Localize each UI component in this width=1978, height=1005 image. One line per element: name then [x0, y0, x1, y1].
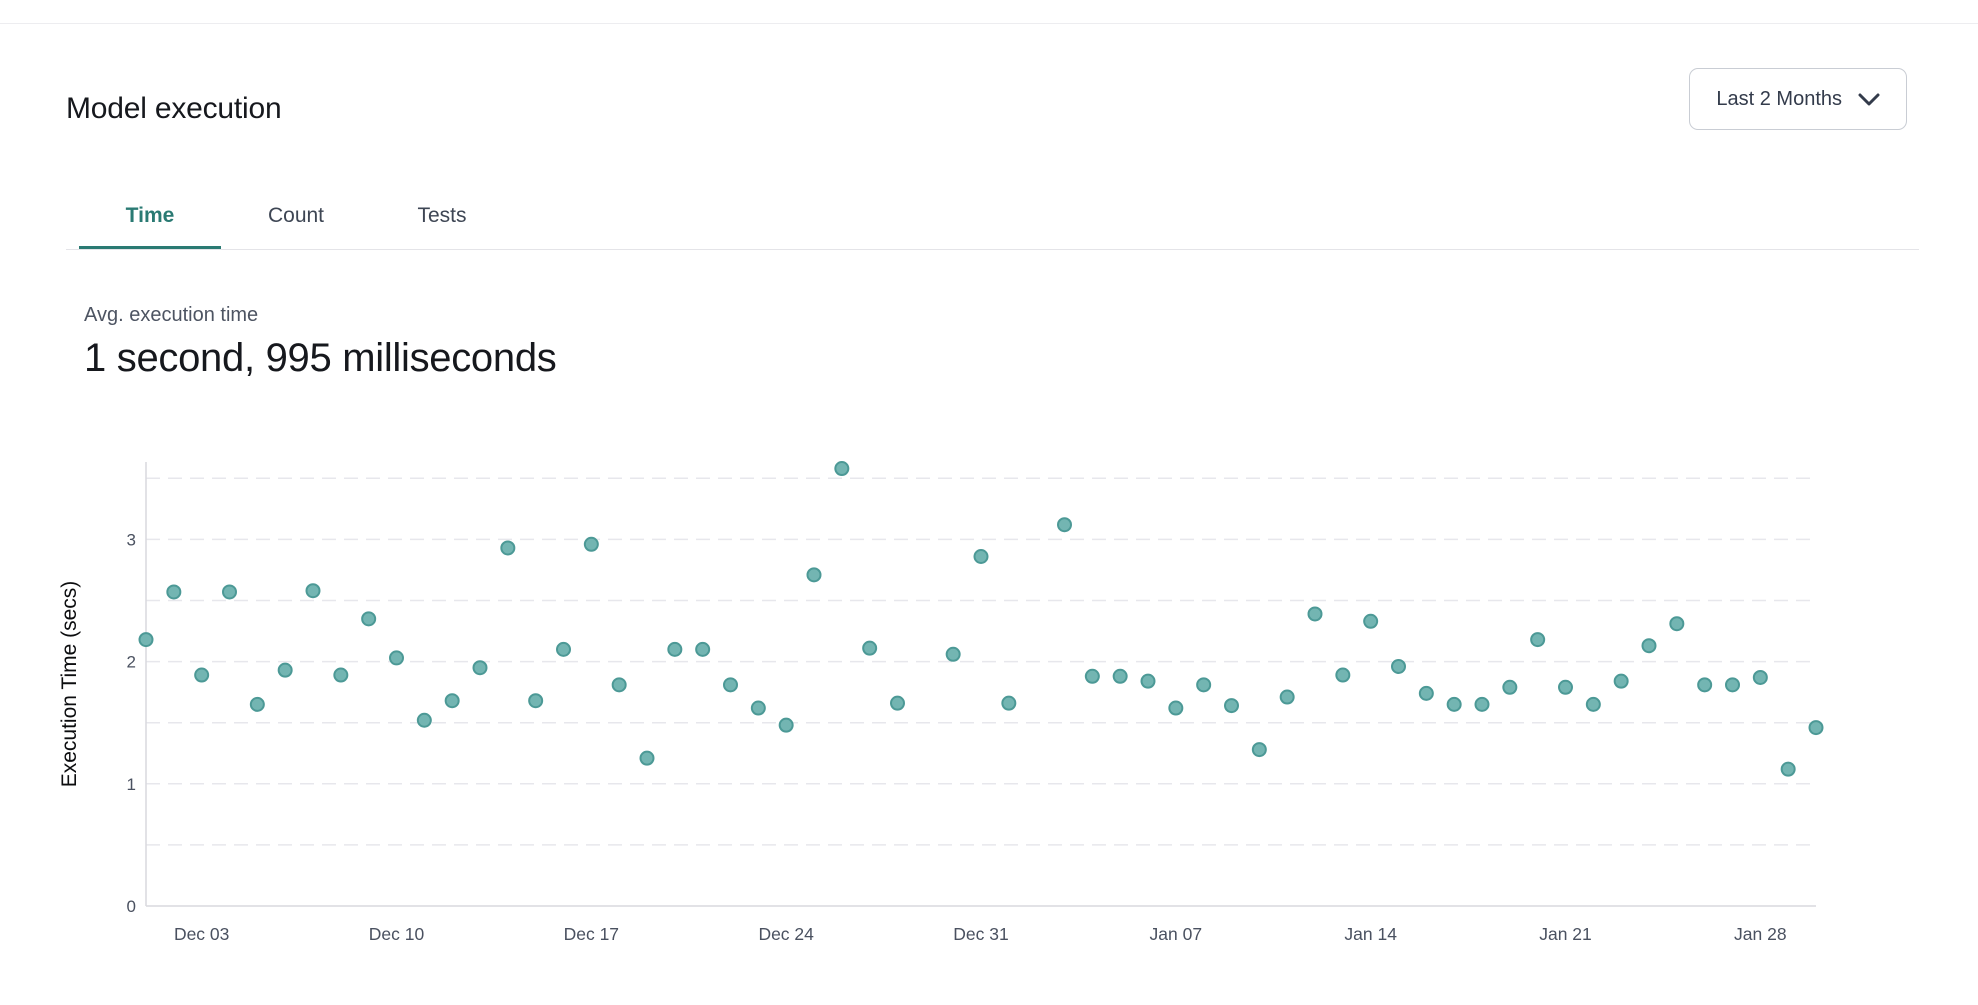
x-tick-label: Jan 07 [1150, 924, 1203, 944]
execution-scatter-point[interactable] [1001, 695, 1017, 711]
execution-scatter-point[interactable] [639, 750, 655, 766]
execution-scatter-point[interactable] [416, 712, 432, 728]
execution-scatter-point[interactable] [1558, 679, 1573, 695]
execution-scatter-point[interactable] [1669, 616, 1685, 632]
execution-scatter-point[interactable] [1251, 742, 1267, 758]
execution-scatter-point[interactable] [166, 584, 182, 600]
execution-scatter-point[interactable] [1446, 696, 1462, 712]
chevron-down-icon [1858, 93, 1880, 106]
tab-count[interactable]: Count [267, 204, 325, 227]
execution-scatter-point[interactable] [1224, 698, 1239, 714]
execution-scatter-point[interactable] [1084, 668, 1100, 684]
execution-scatter-point[interactable] [1391, 658, 1406, 674]
x-tick-label: Dec 17 [564, 924, 619, 944]
execution-scatter-point[interactable] [806, 567, 822, 583]
stat-label: Avg. execution time [84, 304, 259, 326]
execution-scatter-point[interactable] [556, 641, 571, 657]
execution-scatter-point[interactable] [1808, 720, 1824, 736]
execution-scatter-point[interactable] [472, 660, 488, 676]
x-tick-label: Dec 31 [953, 924, 1008, 944]
execution-scatter-point[interactable] [1112, 668, 1128, 684]
execution-scatter-point[interactable] [1641, 638, 1657, 654]
execution-scatter-point[interactable] [1335, 667, 1351, 683]
execution-scatter-point[interactable] [528, 693, 544, 709]
execution-scatter-point[interactable] [723, 677, 738, 693]
execution-scatter-point[interactable] [890, 695, 905, 711]
execution-scatter-point[interactable] [444, 693, 460, 709]
execution-scatter-point[interactable] [1168, 700, 1184, 716]
execution-scatter-point[interactable] [1530, 632, 1546, 648]
y-tick-label: 2 [127, 653, 136, 672]
execution-scatter-point[interactable] [305, 583, 321, 599]
execution-scatter-point[interactable] [389, 650, 404, 666]
stat-value: 1 second, 995 milliseconds [84, 336, 557, 380]
execution-scatter-point[interactable] [834, 461, 850, 477]
execution-scatter-point[interactable] [1196, 677, 1212, 693]
execution-scatter-point[interactable] [1725, 677, 1740, 693]
execution-scatter-point[interactable] [1585, 696, 1601, 712]
execution-scatter-point[interactable] [667, 641, 683, 657]
execution-scatter-point[interactable] [500, 540, 516, 556]
date-range-dropdown[interactable]: Last 2 Months [1689, 68, 1907, 130]
execution-scatter-point[interactable] [695, 641, 711, 657]
top-divider [0, 23, 1978, 24]
y-tick-label: 0 [127, 897, 136, 916]
y-tick-label: 1 [127, 775, 136, 794]
execution-scatter-point[interactable] [1363, 613, 1379, 629]
execution-scatter-point[interactable] [1502, 679, 1518, 695]
execution-scatter-point[interactable] [1780, 761, 1796, 777]
execution-scatter-point[interactable] [249, 696, 265, 712]
page-title: Model execution [66, 92, 282, 126]
execution-scatter-point[interactable] [333, 667, 349, 683]
execution-scatter-point[interactable] [778, 717, 794, 733]
y-tick-label: 3 [127, 530, 136, 549]
x-tick-label: Dec 10 [369, 924, 425, 944]
date-range-label: Last 2 Months [1716, 87, 1842, 110]
x-tick-label: Dec 24 [758, 924, 814, 944]
execution-scatter-point[interactable] [973, 549, 989, 565]
execution-scatter-point[interactable] [1752, 669, 1768, 685]
execution-scatter-point[interactable] [222, 584, 237, 600]
execution-scatter-point[interactable] [138, 632, 154, 648]
execution-scatter-point[interactable] [1474, 696, 1490, 712]
x-tick-label: Dec 03 [174, 924, 229, 944]
execution-scatter-point[interactable] [1418, 685, 1434, 701]
execution-scatter-point[interactable] [1279, 689, 1295, 705]
x-tick-label: Jan 28 [1734, 924, 1787, 944]
scatter-plot-canvas: 0 1 2 3 Dec 03 Dec 10 Dec 17 Dec 24 Dec 31 Jan 07… [58, 461, 1824, 944]
execution-scatter-point[interactable] [1613, 673, 1629, 689]
execution-scatter-point[interactable] [750, 700, 766, 716]
execution-scatter-point[interactable] [277, 662, 293, 678]
x-tick-label: Jan 14 [1344, 924, 1397, 944]
execution-scatter-point[interactable] [1057, 517, 1072, 533]
execution-scatter-point[interactable] [1697, 677, 1713, 693]
execution-scatter-point[interactable] [1307, 606, 1323, 622]
execution-scatter-point[interactable] [583, 536, 599, 552]
execution-scatter-point[interactable] [1140, 673, 1156, 689]
avg-execution-stat: Avg. execution time 1 second, 995 millis… [84, 304, 557, 380]
execution-scatter-point[interactable] [862, 640, 878, 656]
execution-time-chart: 0 1 2 3 Dec 03 Dec 10 Dec 17 Dec 24 Dec 31 Jan 07… [0, 430, 1978, 1000]
tab-time[interactable]: Time [79, 186, 221, 249]
execution-scatter-point[interactable] [194, 667, 210, 683]
tab-bar: Time Count Tests [66, 186, 1919, 250]
execution-scatter-point[interactable] [361, 611, 377, 627]
y-axis-title: Execution Time (secs) [58, 581, 81, 788]
execution-scatter-point[interactable] [611, 677, 627, 693]
x-tick-label: Jan 21 [1539, 924, 1592, 944]
tab-tests[interactable]: Tests [417, 204, 467, 227]
execution-scatter-point[interactable] [945, 646, 961, 662]
